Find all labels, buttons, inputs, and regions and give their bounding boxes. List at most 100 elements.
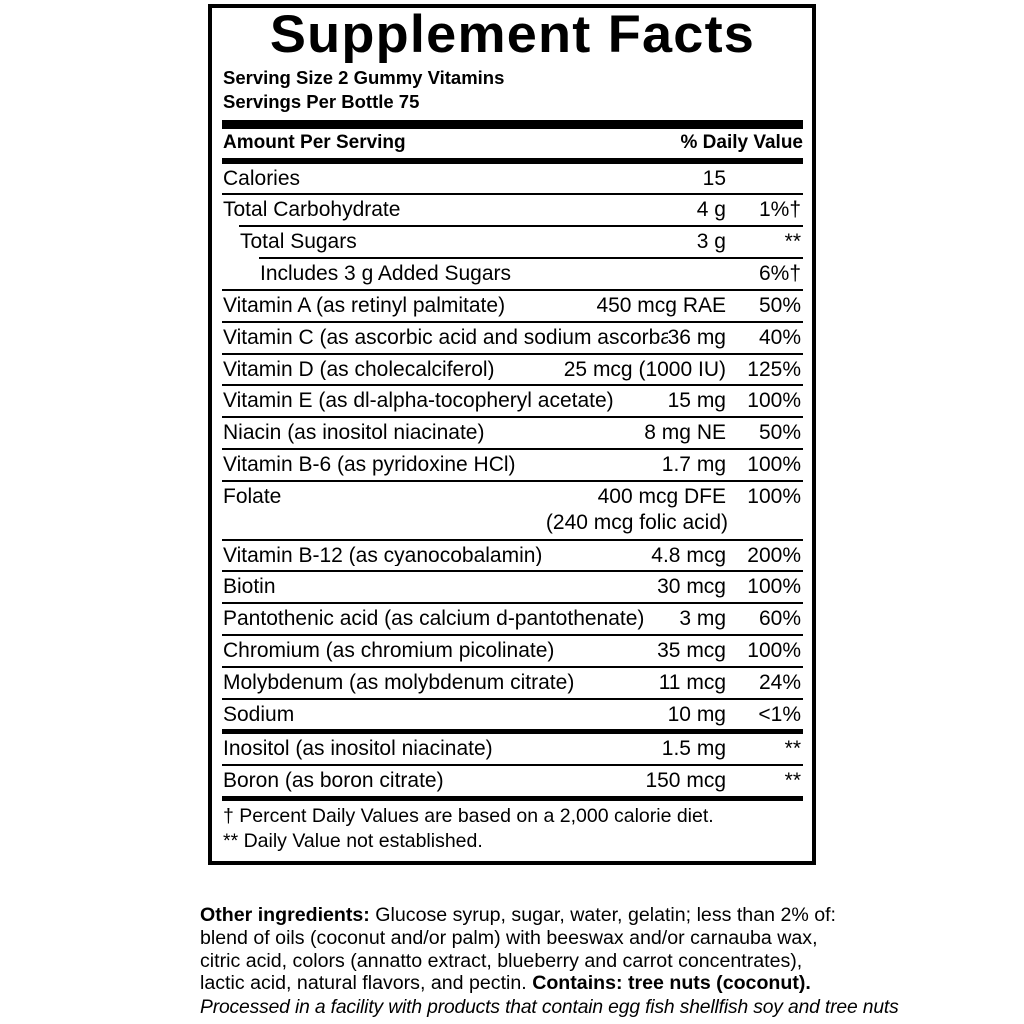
amount-per-serving-header: Amount Per Serving [223, 131, 406, 153]
serving-size: Serving Size 2 Gummy Vitamins [223, 66, 505, 88]
table-row: Boron (as boron citrate) 150 mcg ** [222, 766, 803, 796]
row-amount: 4.8 mcg [651, 543, 726, 567]
row-separator [222, 665, 803, 668]
row-daily-value: 200% [747, 543, 801, 567]
other-ingredients-body: Glucose syrup, sugar, water, gelatin; le… [200, 904, 836, 995]
row-amount: 150 mcg [645, 769, 726, 793]
rule-above-header [222, 119, 803, 129]
row-daily-value: <1% [758, 702, 801, 726]
row-amount: 15 mg [667, 389, 726, 413]
row-separator [222, 764, 803, 767]
row-separator [222, 633, 803, 636]
row-daily-value: 100% [747, 484, 801, 508]
row-separator [222, 416, 803, 419]
row-daily-value: 6%† [758, 262, 801, 286]
table-header-row: Amount Per Serving % Daily Value [222, 129, 803, 158]
row-daily-value: 100% [747, 638, 801, 662]
row-label: Total Carbohydrate [223, 199, 401, 222]
spacer [222, 512, 546, 534]
row-amount: 4 g [696, 198, 726, 222]
footnote-double-star: ** Daily Value not established. [223, 830, 483, 853]
daily-value-header: % Daily Value [680, 131, 803, 153]
row-amount: 30 mcg [657, 575, 726, 599]
table-row: Vitamin B-12 (as cyanocobalamin) 4.8 mcg… [222, 541, 803, 571]
row-separator [239, 225, 803, 228]
row-daily-value: 100% [747, 389, 801, 413]
servings-per-container: Servings Per Bottle 75 [223, 91, 420, 113]
footnote-dagger: † Percent Daily Values are based on a 2,… [223, 805, 714, 828]
row-separator [222, 320, 803, 323]
row-separator [222, 538, 803, 541]
row-label: Total Sugars [240, 231, 357, 254]
row-label: Boron (as boron citrate) [223, 770, 444, 793]
processed-in-facility-note: Processed in a facility with products th… [200, 997, 899, 1019]
row-amount: 400 mcg DFE [597, 484, 726, 508]
table-row: Total Carbohydrate 4 g 1%† [222, 195, 803, 225]
rule-below-header [222, 157, 803, 164]
row-daily-value: 24% [758, 670, 801, 694]
table-row: Includes 3 g Added Sugars 6%† [222, 259, 803, 289]
other-ingredients-block: Other ingredients: Glucose syrup, sugar,… [200, 904, 899, 1020]
row-amount: 25 mcg (1000 IU) [563, 357, 726, 381]
table-row: Total Sugars 3 g ** [222, 227, 803, 257]
row-separator [222, 697, 803, 700]
row-label: Includes 3 g Added Sugars [260, 263, 512, 285]
row-amount: 8 mg NE [644, 421, 726, 445]
table-row: Inositol (as inositol niacinate) 1.5 mg … [222, 734, 803, 764]
row-label: Vitamin D (as cholecalciferol) [223, 358, 495, 381]
table-row: Vitamin B-6 (as pyridoxine HCl) 1.7 mg 1… [222, 450, 803, 480]
row-amount: 11 mcg [658, 670, 726, 694]
row-label: Vitamin C (as ascorbic acid and sodium a… [223, 326, 668, 349]
row-separator [222, 352, 803, 355]
row-amount: 1.7 mg [661, 453, 726, 477]
row-amount: 450 mcg RAE [596, 293, 726, 317]
row-amount: 10 mg [667, 702, 726, 726]
row-label: Vitamin E (as dl-alpha-tocopheryl acetat… [223, 390, 614, 413]
row-label: Vitamin B-12 (as cyanocobalamin) [223, 544, 543, 567]
row-daily-value: ** [784, 769, 801, 793]
row-separator [222, 479, 803, 482]
row-label: Vitamin A (as retinyl palmitate) [223, 294, 506, 317]
row-daily-value: 50% [758, 293, 801, 317]
row-daily-value: ** [784, 737, 801, 761]
row-amount-secondary-line: (240 mcg folic acid) [222, 510, 803, 539]
row-separator [259, 257, 803, 260]
row-separator [222, 384, 803, 387]
table-row: Sodium 10 mg <1% [222, 700, 803, 730]
row-daily-value: 1%† [758, 198, 801, 222]
footnotes: † Percent Daily Values are based on a 2,… [222, 801, 803, 861]
row-label: Molybdenum (as molybdenum citrate) [223, 671, 575, 694]
spacer [737, 512, 803, 534]
table-row: Vitamin A (as retinyl palmitate) 450 mcg… [222, 291, 803, 321]
table-row: Vitamin D (as cholecalciferol) 25 mcg (1… [222, 355, 803, 385]
row-amount: 3 mg [679, 607, 726, 631]
row-label: Vitamin B-6 (as pyridoxine HCl) [223, 454, 516, 476]
row-label: Folate [223, 485, 282, 508]
panel-title: Supplement Facts [269, 5, 756, 64]
row-amount-line2: (240 mcg folic acid) [545, 510, 728, 534]
row-daily-value: 125% [747, 357, 801, 381]
other-ingredients-text: Other ingredients: Glucose syrup, sugar,… [200, 904, 836, 995]
table-row: Calories 15 [222, 164, 803, 194]
row-separator [222, 602, 803, 605]
row-daily-value: 50% [758, 421, 801, 445]
table-row: Molybdenum (as molybdenum citrate) 11 mc… [222, 668, 803, 698]
table-row: Chromium (as chromium picolinate) 35 mcg… [222, 636, 803, 666]
row-label: Biotin [223, 576, 276, 599]
contains-allergen-label: Contains: tree nuts (coconut). [532, 972, 811, 995]
row-amount: 3 g [696, 230, 726, 254]
supplement-facts-panel: Supplement Facts Serving Size 2 Gummy Vi… [208, 4, 816, 865]
table-row: Folate 400 mcg DFE 100% [222, 482, 803, 512]
table-row: Vitamin E (as dl-alpha-tocopheryl acetat… [222, 386, 803, 416]
row-separator [222, 570, 803, 573]
row-separator [222, 288, 803, 291]
row-separator [222, 193, 803, 196]
row-amount: 35 mcg [657, 638, 726, 662]
rule-above-footnotes [222, 796, 803, 802]
table-row: Vitamin C (as ascorbic acid and sodium a… [222, 323, 803, 353]
row-daily-value: 100% [747, 575, 801, 599]
row-daily-value: ** [784, 230, 801, 254]
serving-info: Serving Size 2 Gummy Vitamins Servings P… [222, 66, 803, 115]
row-label: Sodium [223, 703, 295, 726]
